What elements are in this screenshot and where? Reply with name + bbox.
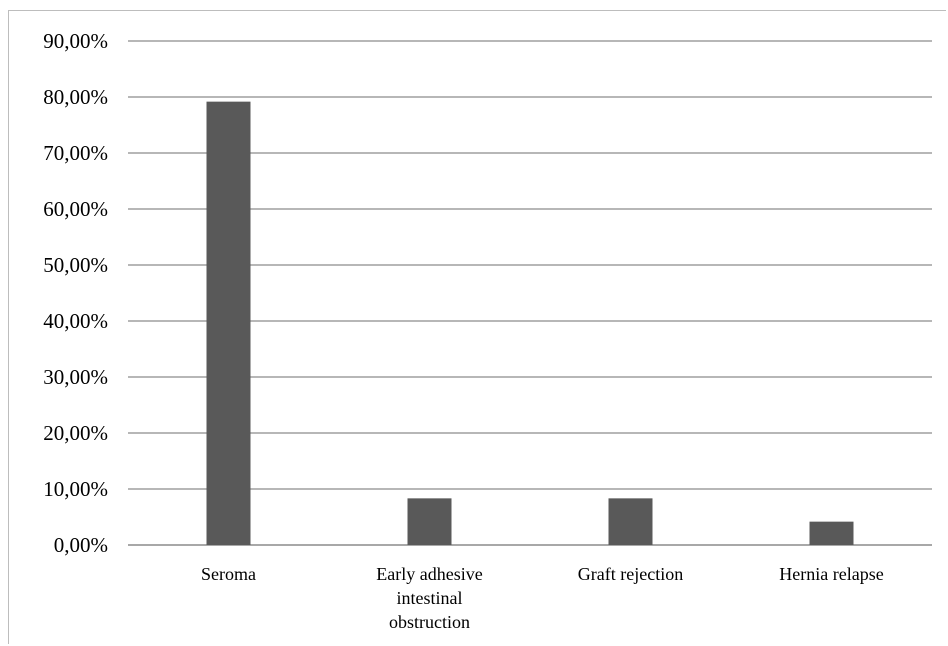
y-tick-label: 90,00% (43, 29, 108, 53)
grid-lines (128, 40, 932, 546)
y-axis-tick-labels: 0,00% 10,00% 20,00% 30,00% 40,00% 50,00% 60,00… (43, 29, 108, 557)
x-category-label-line: Early adhesive (376, 564, 482, 584)
x-category-label: Seroma (201, 564, 256, 584)
x-category-label-line: Graft rejection (578, 564, 683, 584)
y-tick-label: 40,00% (43, 309, 108, 333)
x-category-label: Early adhesive intestinal obstruction (376, 564, 482, 632)
x-category-label: Graft rejection (578, 564, 683, 584)
y-tick-label: 20,00% (43, 421, 108, 445)
bar (407, 498, 452, 545)
x-category-label-line: Hernia relapse (779, 564, 883, 584)
y-tick-label: 10,00% (43, 477, 108, 501)
y-tick-label: 0,00% (54, 533, 108, 557)
bar (608, 498, 653, 545)
x-category-label-line: obstruction (389, 612, 470, 632)
y-tick-label: 30,00% (43, 365, 108, 389)
x-category-label-line: Seroma (201, 564, 256, 584)
x-category-label-line: intestinal (397, 588, 463, 608)
y-tick-label: 70,00% (43, 141, 108, 165)
bar (206, 101, 251, 545)
y-tick-label: 60,00% (43, 197, 108, 221)
x-category-label: Hernia relapse (779, 564, 883, 584)
bars (206, 101, 854, 545)
chart-frame (8, 10, 946, 644)
x-axis-category-labels: Seroma Early adhesive intestinal obstructio… (201, 564, 884, 632)
bar (809, 521, 854, 545)
y-tick-label: 80,00% (43, 85, 108, 109)
y-tick-label: 50,00% (43, 253, 108, 277)
